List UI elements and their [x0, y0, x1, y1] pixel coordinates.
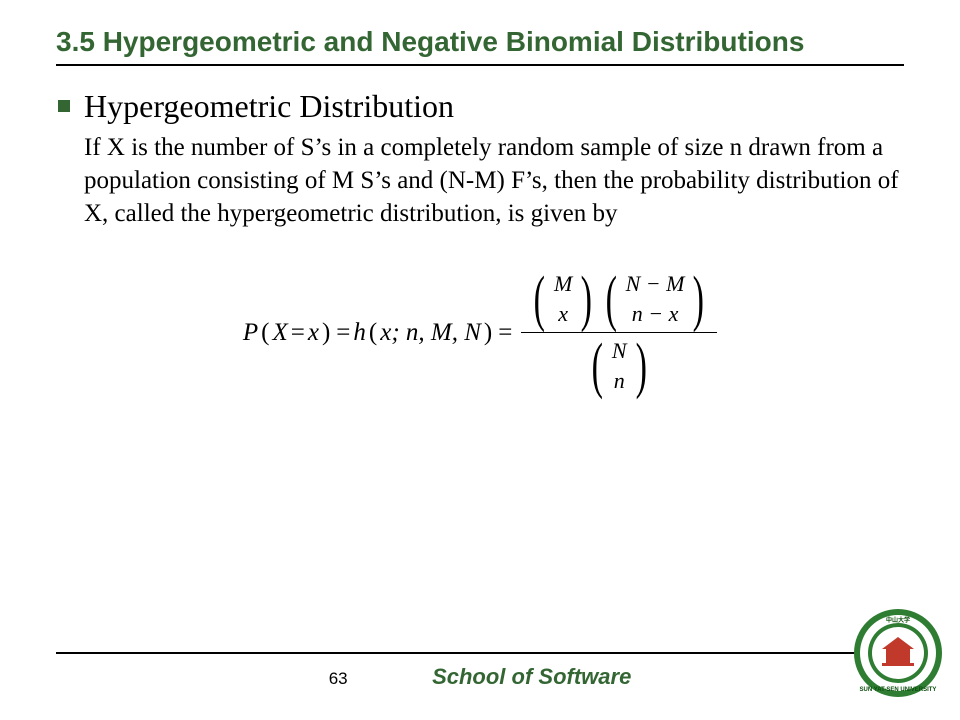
slide: 3.5 Hypergeometric and Negative Binomial…: [0, 0, 960, 720]
binom-1: ( M x ): [529, 268, 597, 330]
hypergeometric-formula: P ( X = x ) = h ( x; n, M, N ) = (: [243, 266, 717, 399]
binom-3: ( N n ): [587, 335, 651, 397]
bullet-row: Hypergeometric Distribution: [58, 88, 902, 125]
sym-X: X: [272, 319, 287, 347]
eq-2: =: [495, 319, 515, 347]
bullet-square-icon: [58, 100, 70, 112]
binom3-rparen: ): [635, 335, 646, 397]
binom1-rparen: ): [581, 268, 592, 330]
svg-text:中山大学: 中山大学: [886, 616, 910, 624]
paren-open-2: (: [366, 319, 380, 347]
fraction: ( M x ) ( N − M n − x: [521, 266, 717, 399]
footer-divider: [56, 652, 904, 654]
binom1-bot: x: [558, 299, 568, 329]
binom2-rparen: ): [693, 268, 704, 330]
binom-2: ( N − M n − x ): [601, 268, 709, 330]
binom2-bot: n − x: [632, 299, 679, 329]
binom3-bot: n: [614, 366, 625, 396]
denominator: ( N n ): [579, 333, 659, 399]
paren-open-1: (: [258, 319, 272, 347]
eq-inner: =: [288, 319, 308, 347]
footer: 63 School of Software: [56, 652, 904, 690]
formula-block: P ( X = x ) = h ( x; n, M, N ) = (: [58, 266, 902, 399]
bullet-heading: Hypergeometric Distribution: [84, 88, 454, 125]
binom3-col: N n: [608, 335, 631, 397]
sym-h: h: [353, 319, 366, 347]
page-number: 63: [329, 669, 348, 688]
footer-school: School of Software: [432, 664, 631, 689]
definition-paragraph: If X is the number of S’s in a completel…: [84, 131, 902, 230]
numerator: ( M x ) ( N − M n − x: [521, 266, 717, 332]
footer-line: 63 School of Software: [56, 664, 904, 690]
binom3-top: N: [612, 336, 627, 366]
title-divider: [56, 64, 904, 66]
paren-close-2: ): [481, 319, 495, 347]
binom2-lparen: (: [606, 268, 617, 330]
eq-1: =: [333, 319, 353, 347]
binom1-lparen: (: [534, 268, 545, 330]
svg-text:SUN YAT-SEN UNIVERSITY: SUN YAT-SEN UNIVERSITY: [860, 687, 937, 693]
binom2-top: N − M: [626, 269, 685, 299]
binom1-col: M x: [550, 268, 576, 330]
paren-close-1: ): [319, 319, 333, 347]
sym-P: P: [243, 319, 258, 347]
content: Hypergeometric Distribution If X is the …: [56, 88, 904, 399]
sym-x: x: [308, 319, 319, 347]
binom1-top: M: [554, 269, 572, 299]
binom2-col: N − M n − x: [622, 268, 689, 330]
slide-title: 3.5 Hypergeometric and Negative Binomial…: [56, 26, 904, 58]
binom3-lparen: (: [592, 335, 603, 397]
university-seal-icon: 中山大学 SUN YAT-SEN UNIVERSITY: [852, 607, 944, 704]
h-args: x; n, M, N: [380, 319, 481, 347]
